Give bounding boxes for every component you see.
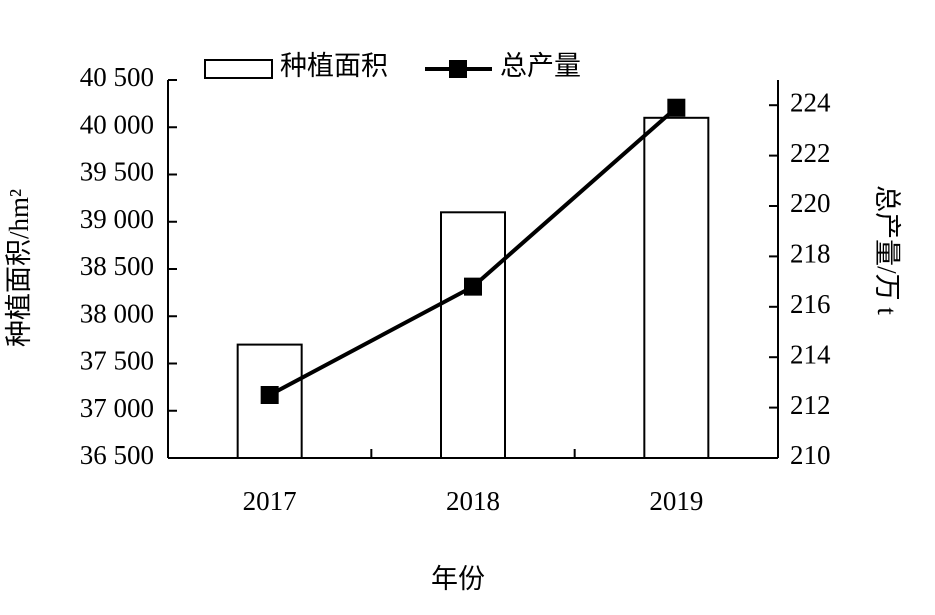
- y-axis-label: 种植面积/hm²: [4, 189, 34, 347]
- bar: [643, 116, 710, 460]
- legend-marker: [449, 60, 467, 78]
- y2-tick-label: 214: [790, 339, 831, 369]
- x-tick-label: 2019: [649, 486, 703, 516]
- legend-swatch: [204, 59, 273, 79]
- x-tick-label: 2018: [446, 486, 500, 516]
- y2-tick-label: 212: [790, 390, 831, 420]
- y2-tick-label: 210: [790, 440, 831, 470]
- bar: [440, 211, 506, 459]
- y-tick-label: 37 500: [80, 346, 154, 376]
- y2-tick-label: 220: [790, 188, 831, 218]
- y-tick-label: 40 000: [80, 109, 154, 139]
- y2-tick-label: 216: [790, 289, 831, 319]
- y-tick-label: 38 000: [80, 298, 154, 328]
- y-tick-label: 36 500: [80, 440, 154, 470]
- marker: [667, 98, 686, 117]
- y2-tick-label: 218: [790, 239, 831, 269]
- y-tick-label: 39 000: [80, 204, 154, 234]
- legend-label: 种植面积: [280, 51, 388, 81]
- y-tick-label: 38 500: [80, 251, 154, 281]
- y2-tick-label: 224: [790, 87, 831, 117]
- marker: [260, 386, 279, 404]
- marker: [464, 277, 482, 296]
- y-tick-label: 39 500: [80, 157, 154, 187]
- x-tick-label: 2017: [243, 486, 297, 516]
- y2-axis-label: 总产量/万 t: [872, 185, 902, 315]
- y-tick-label: 40 500: [80, 62, 154, 92]
- x-axis-label: 年份: [431, 564, 485, 594]
- legend-label: 总产量: [500, 51, 581, 81]
- y-tick-label: 37 000: [80, 393, 154, 423]
- y2-tick-label: 222: [790, 138, 831, 168]
